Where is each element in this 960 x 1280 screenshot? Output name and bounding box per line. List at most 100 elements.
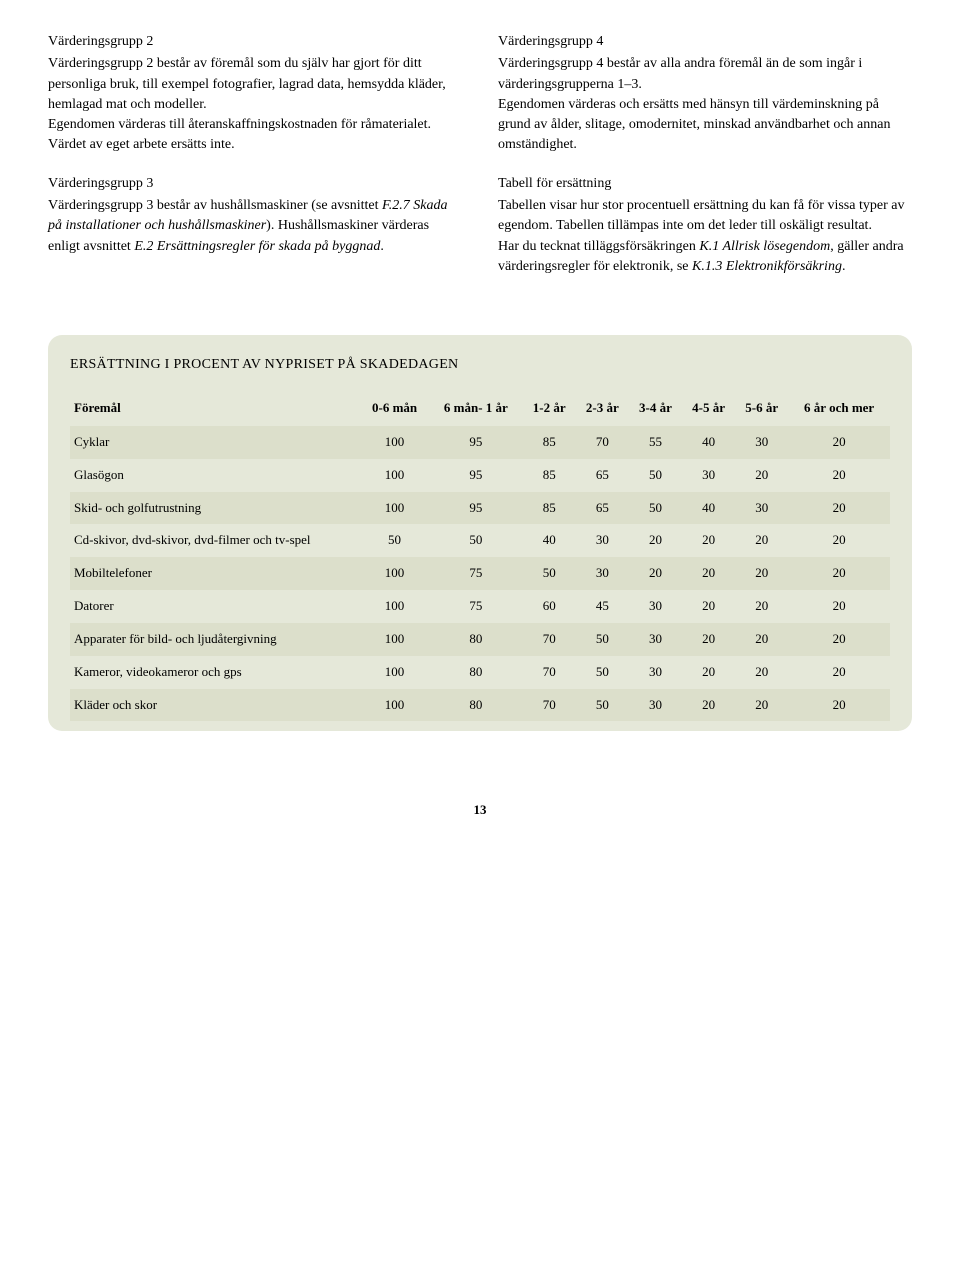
table-cell-label: Cyklar	[70, 426, 360, 459]
table-cell-value: 85	[523, 426, 576, 459]
table-cell-label: Mobiltelefoner	[70, 557, 360, 590]
table-cell-value: 95	[429, 426, 523, 459]
table-cell-value: 65	[576, 459, 629, 492]
table-cell-value: 50	[523, 557, 576, 590]
table-cell-value: 50	[429, 524, 523, 557]
table-cell-value: 75	[429, 557, 523, 590]
table-cell-value: 20	[682, 524, 735, 557]
table-cell-value: 30	[735, 426, 788, 459]
table-cell-value: 20	[682, 656, 735, 689]
table-cell-value: 20	[735, 557, 788, 590]
table-cell-value: 30	[629, 689, 682, 722]
group4-body2: Egendomen värderas och ersätts med hänsy…	[498, 97, 890, 153]
table-header-cell: Föremål	[70, 394, 360, 426]
table-intro-body2-a: Har du tecknat tilläggsförsäkringen	[498, 239, 699, 254]
table-cell-value: 30	[629, 623, 682, 656]
table-cell-value: 65	[576, 492, 629, 525]
table-row: Skid- och golfutrustning1009585655040302…	[70, 492, 890, 525]
table-header-cell: 0-6 mån	[360, 394, 429, 426]
table-intro-body1: Tabellen visar hur stor procentuell ersä…	[498, 198, 904, 233]
table-row: Cd-skivor, dvd-skivor, dvd-filmer och tv…	[70, 524, 890, 557]
table-cell-value: 30	[629, 656, 682, 689]
table-intro-heading: Tabell för ersättning	[498, 174, 912, 194]
compensation-table: Föremål0-6 mån6 mån- 1 år1-2 år2-3 år3-4…	[70, 394, 890, 722]
table-cell-value: 40	[682, 426, 735, 459]
table-cell-value: 70	[523, 623, 576, 656]
table-cell-value: 20	[788, 623, 890, 656]
table-cell-label: Kläder och skor	[70, 689, 360, 722]
table-cell-value: 100	[360, 656, 429, 689]
table-cell-value: 20	[629, 524, 682, 557]
table-cell-value: 20	[735, 689, 788, 722]
compensation-table-title: ERSÄTTNING I PROCENT AV NYPRISET PÅ SKAD…	[70, 355, 890, 375]
table-body: Cyklar10095857055403020Glasögon100958565…	[70, 426, 890, 722]
table-cell-value: 100	[360, 590, 429, 623]
table-cell-value: 20	[788, 492, 890, 525]
table-row: Mobiltelefoner10075503020202020	[70, 557, 890, 590]
table-cell-value: 70	[523, 689, 576, 722]
table-cell-label: Apparater för bild- och ljudåtergivning	[70, 623, 360, 656]
table-cell-value: 20	[735, 623, 788, 656]
group3-section: Värderingsgrupp 3 Värderingsgrupp 3 best…	[48, 174, 462, 257]
table-cell-value: 85	[523, 459, 576, 492]
table-cell-label: Datorer	[70, 590, 360, 623]
table-cell-value: 100	[360, 557, 429, 590]
table-intro-body2-it2: K.1.3 Elektronikförsäkring	[692, 259, 842, 274]
table-cell-value: 95	[429, 492, 523, 525]
table-cell-value: 20	[682, 689, 735, 722]
table-cell-value: 50	[360, 524, 429, 557]
table-cell-label: Glasögon	[70, 459, 360, 492]
table-cell-value: 30	[576, 557, 629, 590]
table-header-cell: 3-4 år	[629, 394, 682, 426]
table-cell-value: 20	[735, 459, 788, 492]
table-cell-value: 20	[788, 590, 890, 623]
table-cell-value: 70	[523, 656, 576, 689]
table-cell-value: 20	[788, 689, 890, 722]
table-cell-value: 45	[576, 590, 629, 623]
table-cell-value: 80	[429, 623, 523, 656]
table-cell-value: 40	[523, 524, 576, 557]
table-cell-value: 100	[360, 459, 429, 492]
table-cell-value: 50	[629, 459, 682, 492]
table-cell-value: 60	[523, 590, 576, 623]
body-columns: Värderingsgrupp 2 Värderingsgrupp 2 best…	[48, 32, 912, 295]
table-cell-value: 55	[629, 426, 682, 459]
table-cell-value: 20	[788, 426, 890, 459]
table-intro-body2-c: .	[842, 259, 846, 274]
table-cell-value: 50	[576, 689, 629, 722]
table-cell-value: 20	[735, 656, 788, 689]
group2-body1: Värderingsgrupp 2 består av föremål som …	[48, 56, 446, 112]
group2-section: Värderingsgrupp 2 Värderingsgrupp 2 best…	[48, 32, 462, 156]
group3-body-it2: E.2 Ersättningsregler för skada på byggn…	[134, 239, 380, 254]
table-cell-value: 50	[629, 492, 682, 525]
table-cell-value: 20	[788, 459, 890, 492]
table-cell-value: 100	[360, 426, 429, 459]
table-header-cell: 1-2 år	[523, 394, 576, 426]
table-cell-value: 20	[788, 656, 890, 689]
table-cell-value: 30	[629, 590, 682, 623]
table-cell-value: 30	[735, 492, 788, 525]
table-row: Kläder och skor10080705030202020	[70, 689, 890, 722]
group4-section: Värderingsgrupp 4 Värderingsgrupp 4 best…	[498, 32, 912, 156]
right-column: Värderingsgrupp 4 Värderingsgrupp 4 best…	[498, 32, 912, 295]
table-cell-value: 40	[682, 492, 735, 525]
table-header-row: Föremål0-6 mån6 mån- 1 år1-2 år2-3 år3-4…	[70, 394, 890, 426]
group4-heading: Värderingsgrupp 4	[498, 32, 912, 52]
table-cell-value: 20	[629, 557, 682, 590]
table-header-cell: 5-6 år	[735, 394, 788, 426]
table-intro-section: Tabell för ersättning Tabellen visar hur…	[498, 174, 912, 277]
table-cell-value: 70	[576, 426, 629, 459]
group2-body2: Egendomen värderas till återanskaffnings…	[48, 117, 431, 152]
table-cell-value: 20	[735, 590, 788, 623]
table-cell-value: 20	[682, 623, 735, 656]
table-header-cell: 4-5 år	[682, 394, 735, 426]
table-cell-value: 30	[682, 459, 735, 492]
table-cell-value: 80	[429, 689, 523, 722]
table-cell-value: 75	[429, 590, 523, 623]
table-cell-value: 95	[429, 459, 523, 492]
group3-body-c: .	[380, 239, 384, 254]
table-cell-value: 20	[788, 557, 890, 590]
table-cell-value: 30	[576, 524, 629, 557]
table-cell-value: 50	[576, 623, 629, 656]
table-row: Glasögon10095856550302020	[70, 459, 890, 492]
